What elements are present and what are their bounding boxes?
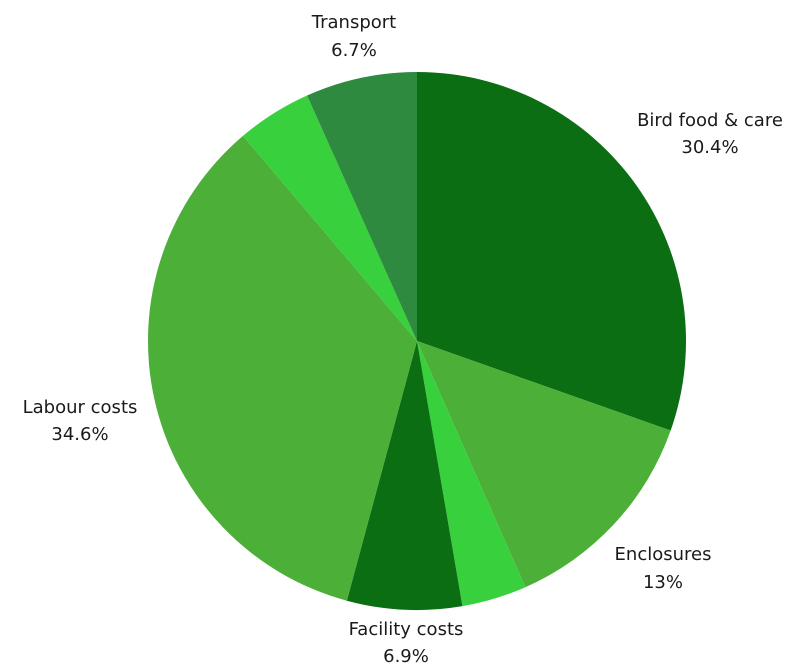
pie-slice-labour-costs — [147, 135, 417, 601]
slice-label-enclosures: Enclosures — [615, 544, 712, 565]
slice-value-facility-costs: 6.9% — [383, 646, 429, 665]
pie-slice-transport — [307, 72, 417, 341]
slice-label-transport: Transport — [311, 12, 396, 33]
slice-value-labour-costs: 34.6% — [51, 424, 108, 445]
slice-value-bird-food-care: 30.4% — [681, 137, 738, 158]
slice-value-enclosures: 13% — [643, 572, 683, 593]
pie-labels: Bird food & care 30.4% Enclosures 13% Facili… — [23, 12, 783, 665]
pie-slice-facility-costs — [346, 341, 463, 611]
slice-label-bird-food-care: Bird food & care — [637, 110, 783, 131]
slice-label-facility-costs: Facility costs — [349, 619, 464, 640]
slice-label-labour-costs: Labour costs — [23, 397, 138, 418]
pie-slice-unlabeled-b — [242, 95, 417, 342]
pie-slice-unlabeled-a — [417, 341, 526, 607]
pie-slices — [147, 72, 686, 611]
pie-slice-bird-food-care — [417, 72, 686, 431]
pie-slice-enclosures — [417, 341, 671, 588]
slice-value-transport: 6.7% — [331, 40, 377, 61]
